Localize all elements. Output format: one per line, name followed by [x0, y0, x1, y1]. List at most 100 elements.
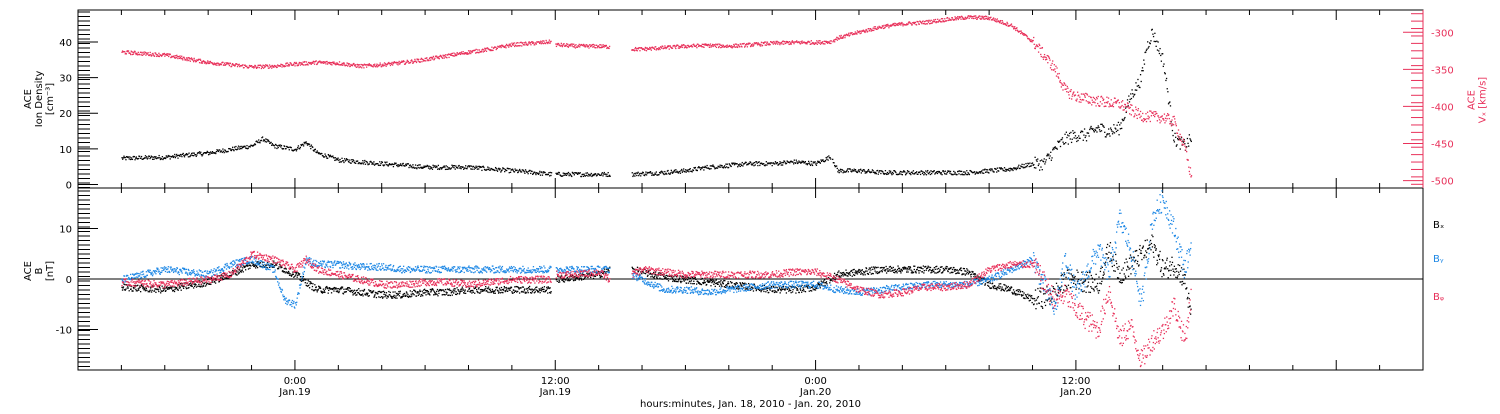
- density-point: [1031, 165, 1032, 166]
- bx-point: [482, 289, 483, 290]
- density-point: [857, 170, 858, 171]
- bx-point: [430, 289, 431, 290]
- density-point: [961, 171, 962, 172]
- density-point: [740, 166, 741, 167]
- bx-point: [348, 289, 349, 290]
- vx-point: [130, 53, 131, 54]
- density-point: [419, 167, 420, 168]
- density-point: [549, 175, 550, 176]
- vx-point: [414, 59, 415, 60]
- density-point: [362, 162, 363, 163]
- density-point: [1113, 131, 1114, 132]
- density-point: [1035, 167, 1036, 168]
- density-point: [417, 165, 418, 166]
- vx-point: [1087, 94, 1088, 95]
- density-point: [347, 159, 348, 160]
- density-point: [265, 141, 266, 142]
- density-point: [796, 160, 797, 161]
- vx-point: [1128, 106, 1129, 107]
- vx-point: [158, 53, 159, 54]
- density-point: [1068, 135, 1069, 136]
- density-point: [571, 176, 572, 177]
- vx-point: [672, 48, 673, 49]
- density-point: [586, 175, 587, 176]
- density-point: [1026, 166, 1027, 167]
- bx-point: [392, 297, 393, 298]
- vx-point: [133, 54, 134, 55]
- density-point: [357, 160, 358, 161]
- density-point: [1006, 170, 1007, 171]
- density-point: [170, 158, 171, 159]
- bx-point: [653, 272, 654, 273]
- density-point: [1153, 36, 1154, 37]
- bx-point: [443, 289, 444, 290]
- density-point: [1057, 149, 1058, 150]
- vx-point: [439, 58, 440, 59]
- bx-point: [465, 293, 466, 294]
- density-point: [1072, 139, 1073, 140]
- density-point: [891, 173, 892, 174]
- density-point: [988, 172, 989, 173]
- density-point: [772, 165, 773, 166]
- bx-point: [343, 289, 344, 290]
- vx-point: [1178, 129, 1179, 130]
- vx-point: [366, 66, 367, 67]
- vx-point: [184, 58, 185, 59]
- vx-point: [492, 50, 493, 51]
- vx-point: [637, 50, 638, 51]
- density-point: [542, 175, 543, 176]
- vx-point: [954, 19, 955, 20]
- vx-point: [710, 46, 711, 47]
- bx-point: [333, 290, 334, 291]
- density-point: [1047, 154, 1048, 155]
- density-point: [1116, 125, 1117, 126]
- density-point: [1036, 161, 1037, 162]
- density-point: [1191, 141, 1192, 142]
- density-point: [1089, 129, 1090, 130]
- vx-point: [687, 47, 688, 48]
- vx-point: [1095, 105, 1096, 106]
- density-point: [682, 172, 683, 173]
- bx-point: [203, 286, 204, 287]
- density-point: [355, 163, 356, 164]
- density-point: [921, 171, 922, 172]
- bx-point: [670, 278, 671, 279]
- density-point: [858, 169, 859, 170]
- bx-point: [141, 284, 142, 285]
- vx-point: [1052, 60, 1053, 61]
- density-point: [1061, 139, 1062, 140]
- bx-point: [679, 277, 680, 278]
- bx-point: [431, 290, 432, 291]
- vx-point: [1131, 105, 1132, 106]
- bx-point: [382, 296, 383, 297]
- bx-point: [383, 294, 384, 295]
- density-point: [603, 173, 604, 174]
- density-point: [352, 161, 353, 162]
- density-point: [497, 171, 498, 172]
- vx-point: [1055, 71, 1056, 72]
- density-point: [345, 160, 346, 161]
- bx-point: [513, 290, 514, 291]
- density-point: [1112, 133, 1113, 134]
- vx-point: [311, 64, 312, 65]
- vx-point: [1131, 114, 1132, 115]
- density-point: [1107, 133, 1108, 134]
- bx-point: [564, 281, 565, 282]
- bx-point: [645, 273, 646, 274]
- bx-point: [393, 295, 394, 296]
- bx-point: [405, 296, 406, 297]
- bx-point: [128, 287, 129, 288]
- density-point: [786, 163, 787, 164]
- vx-point: [670, 45, 671, 46]
- vx-point: [1031, 41, 1032, 42]
- vx-point: [1157, 120, 1158, 121]
- density-point: [121, 157, 122, 158]
- density-point: [1116, 131, 1117, 132]
- bx-point: [638, 271, 639, 272]
- density-point: [738, 165, 739, 166]
- vx-point: [839, 35, 840, 36]
- vx-point: [1146, 118, 1147, 119]
- vx-point: [157, 55, 158, 56]
- density-point: [562, 175, 563, 176]
- density-point: [1174, 141, 1175, 142]
